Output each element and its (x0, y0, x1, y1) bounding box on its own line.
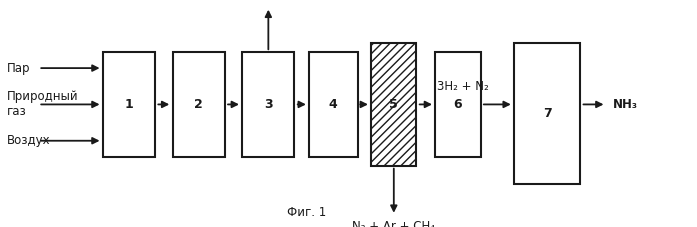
Bar (309, 52, 358, 157)
Text: 5: 5 (390, 98, 398, 111)
Text: N₂ + Ar + CH₄: N₂ + Ar + CH₄ (352, 220, 436, 227)
Text: Природный
газ: Природный газ (7, 90, 79, 118)
Text: 6: 6 (454, 98, 462, 111)
Bar (371, 43, 416, 166)
Text: 1: 1 (125, 98, 133, 111)
Text: 4: 4 (329, 98, 337, 111)
Text: Фиг. 1: Фиг. 1 (287, 206, 326, 219)
Text: Воздух: Воздух (7, 134, 51, 147)
Text: 3: 3 (264, 98, 273, 111)
Text: CO₂: CO₂ (257, 0, 279, 2)
Bar (173, 52, 224, 157)
Text: Пар: Пар (7, 62, 31, 75)
Bar (243, 52, 295, 157)
Bar (436, 52, 481, 157)
Text: NH₃: NH₃ (613, 98, 638, 111)
Text: 2: 2 (194, 98, 203, 111)
Bar (103, 52, 155, 157)
Bar (514, 43, 581, 184)
Text: 7: 7 (543, 107, 551, 120)
Text: 3H₂ + N₂: 3H₂ + N₂ (437, 80, 489, 93)
